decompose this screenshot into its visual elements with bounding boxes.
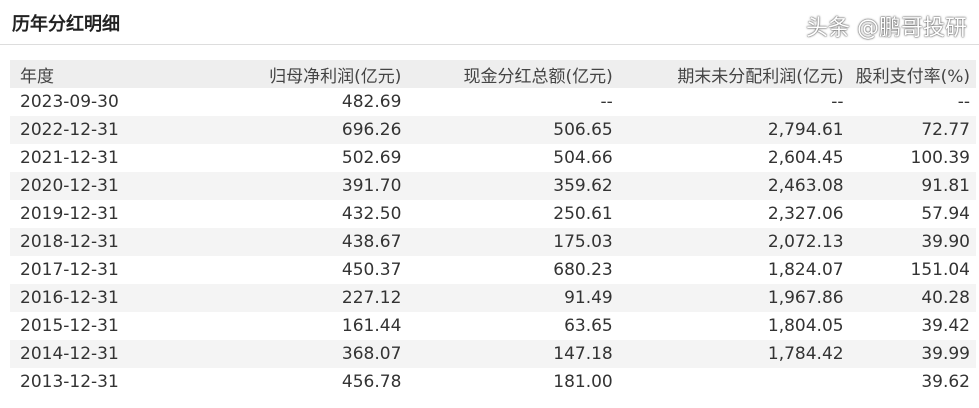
cell-undistributed-profit: 2,072.13	[618, 228, 850, 256]
cell-cash-dividend: --	[600, 92, 613, 112]
cell-cash-dividend: 181.00	[553, 372, 613, 392]
table-row: 2013-12-31 456.78 181.00 39.62	[10, 368, 976, 396]
divider	[0, 44, 979, 45]
cell-year: 2014-12-31	[10, 340, 125, 368]
table-row: 2022-12-31 696.26 506.65 2,794.61 72.77	[10, 116, 976, 144]
cell-year: 2019-12-31	[20, 204, 119, 224]
cell-undistributed-profit	[619, 368, 850, 396]
cell-undistributed-profit: 2,463.08	[618, 172, 850, 200]
cell-cash-dividend: 147.18	[407, 340, 619, 368]
table-row: 2017-12-31 450.37 680.23 1,824.07 151.04	[10, 256, 976, 284]
table-row: 2018-12-31 438.67 175.03 2,072.13 39.90	[10, 228, 976, 256]
header-net-profit[interactable]: 归母净利润(亿元)	[124, 60, 408, 88]
cell-net-profit: 502.69	[341, 148, 402, 168]
table-row: 2019-12-31 432.50 250.61 2,327.06 57.94	[10, 200, 976, 228]
cell-payout-ratio: --	[957, 92, 970, 112]
cell-payout-ratio: 72.77	[849, 116, 976, 144]
cell-undistributed-profit: 1,824.07	[767, 260, 844, 280]
cell-net-profit: 456.78	[341, 372, 402, 392]
cell-net-profit: 432.50	[341, 204, 402, 224]
cell-net-profit: 368.07	[124, 340, 408, 368]
cell-payout-ratio: 39.62	[921, 372, 970, 392]
header-year[interactable]: 年度	[10, 60, 125, 88]
cell-net-profit: 391.70	[124, 172, 408, 200]
cell-net-profit: 227.12	[124, 284, 408, 312]
cell-year: 2021-12-31	[20, 148, 119, 168]
watermark: 头条 @鹏哥投研	[806, 16, 967, 41]
cell-cash-dividend: 680.23	[553, 260, 613, 280]
cell-net-profit: 450.37	[341, 260, 402, 280]
cell-payout-ratio: 151.04	[910, 260, 970, 280]
cell-undistributed-profit: 2,794.61	[618, 116, 850, 144]
cell-cash-dividend: 175.03	[407, 228, 619, 256]
cell-year: 2017-12-31	[20, 260, 119, 280]
cell-net-profit: 438.67	[124, 228, 408, 256]
cell-net-profit: 696.26	[124, 116, 408, 144]
cell-year: 2020-12-31	[10, 172, 125, 200]
cell-net-profit: 161.44	[341, 316, 402, 336]
cell-cash-dividend: 506.65	[407, 116, 619, 144]
cell-year: 2015-12-31	[20, 316, 119, 336]
table-header-row: 年度 归母净利润(亿元) 现金分红总额(亿元) 期末未分配利润(亿元) 股利支付…	[10, 60, 976, 88]
cell-cash-dividend: 250.61	[553, 204, 613, 224]
cell-cash-dividend: 359.62	[407, 172, 619, 200]
header-undistributed-profit[interactable]: 期末未分配利润(亿元)	[618, 60, 850, 88]
cell-net-profit: 482.69	[341, 92, 402, 112]
cell-payout-ratio: 40.28	[849, 284, 976, 312]
table-row: 2021-12-31 502.69 504.66 2,604.45 100.39	[10, 144, 976, 172]
table-row: 2023-09-30 482.69 -- -- --	[10, 88, 976, 116]
section-title: 历年分红明细	[12, 14, 120, 35]
cell-payout-ratio: 39.90	[849, 228, 976, 256]
cell-undistributed-profit: 1,804.05	[767, 316, 844, 336]
dividend-history-table: 年度 归母净利润(亿元) 现金分红总额(亿元) 期末未分配利润(亿元) 股利支付…	[10, 60, 976, 396]
cell-year: 2018-12-31	[10, 228, 125, 256]
header-payout-ratio[interactable]: 股利支付率(%)	[849, 60, 976, 88]
cell-year: 2023-09-30	[20, 92, 119, 112]
cell-payout-ratio: 57.94	[921, 204, 970, 224]
cell-undistributed-profit: 1,784.42	[618, 340, 850, 368]
cell-year: 2013-12-31	[20, 372, 119, 392]
cell-cash-dividend: 504.66	[553, 148, 613, 168]
cell-undistributed-profit: --	[831, 92, 844, 112]
cell-payout-ratio: 39.99	[849, 340, 976, 368]
header-cash-dividend[interactable]: 现金分红总额(亿元)	[407, 60, 619, 88]
cell-year: 2022-12-31	[10, 116, 125, 144]
cell-undistributed-profit: 2,604.45	[767, 148, 844, 168]
cell-payout-ratio: 100.39	[910, 148, 970, 168]
table-row: 2016-12-31 227.12 91.49 1,967.86 40.28	[10, 284, 976, 312]
cell-payout-ratio: 39.42	[921, 316, 970, 336]
table-row: 2014-12-31 368.07 147.18 1,784.42 39.99	[10, 340, 976, 368]
cell-cash-dividend: 91.49	[407, 284, 619, 312]
cell-undistributed-profit: 2,327.06	[767, 204, 844, 224]
table-row: 2015-12-31 161.44 63.65 1,804.05 39.42	[10, 312, 976, 340]
cell-cash-dividend: 63.65	[564, 316, 613, 336]
cell-undistributed-profit: 1,967.86	[618, 284, 850, 312]
cell-year: 2016-12-31	[10, 284, 125, 312]
table-row: 2020-12-31 391.70 359.62 2,463.08 91.81	[10, 172, 976, 200]
cell-payout-ratio: 91.81	[849, 172, 976, 200]
